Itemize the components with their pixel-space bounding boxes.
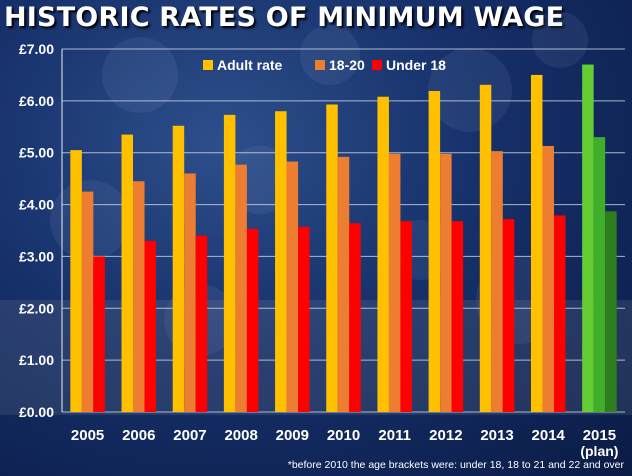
bar-adult-rate — [223, 114, 236, 412]
x-tick-label: 2011 — [378, 427, 411, 444]
y-tick-label: £7.00 — [19, 41, 54, 57]
bar-under-18 — [144, 240, 157, 412]
footnote: *before 2010 the age brackets were: unde… — [287, 459, 624, 471]
legend-swatch — [372, 60, 382, 70]
y-tick-label: £4.00 — [19, 197, 54, 213]
background-coin — [532, 12, 588, 68]
y-tick-label: £5.00 — [19, 145, 54, 161]
bar-18-20 — [388, 153, 401, 412]
bar-adult-rate — [377, 96, 389, 413]
x-tick-label: 2015 — [583, 427, 616, 444]
bar-18-20 — [593, 137, 606, 412]
bar-18-20 — [491, 151, 503, 412]
bar-under-18 — [246, 228, 259, 412]
bar-adult-rate — [326, 104, 338, 412]
x-tick-label: 2008 — [224, 427, 257, 444]
bar-18-20 — [235, 164, 247, 412]
bar-under-18 — [451, 221, 464, 412]
bar-under-18 — [93, 256, 105, 412]
x-tick-label: 2012 — [429, 427, 462, 444]
bar-under-18 — [400, 221, 412, 412]
y-tick-label: £2.00 — [19, 300, 54, 316]
bar-adult-rate — [70, 150, 82, 412]
bar-18-20 — [542, 145, 554, 413]
bar-adult-rate — [479, 84, 492, 412]
chart-title: HISTORIC RATES OF MINIMUM WAGE — [4, 2, 565, 33]
y-tick-label: £1.00 — [19, 352, 54, 368]
bar-18-20 — [440, 153, 452, 412]
bar-adult-rate — [275, 111, 287, 412]
x-tick-label: 2010 — [327, 427, 360, 444]
legend-label: Under 18 — [386, 57, 446, 73]
bar-adult-rate — [172, 125, 185, 413]
bar-under-18 — [195, 235, 208, 412]
bar-adult-rate — [121, 134, 134, 413]
legend-label: 18-20 — [329, 57, 365, 73]
legend-swatch — [315, 60, 325, 70]
background-coin — [300, 25, 360, 85]
bar-18-20 — [133, 181, 145, 412]
bar-adult-rate — [530, 74, 543, 412]
bar-under-18 — [502, 219, 515, 412]
bar-adult-rate — [428, 91, 441, 413]
y-tick-label: £3.00 — [19, 248, 54, 264]
legend-swatch — [203, 60, 213, 70]
bar-under-18 — [553, 215, 566, 412]
x-tick-label: 2005 — [71, 427, 104, 444]
x-tick-label: 2009 — [276, 427, 309, 444]
bar-under-18 — [298, 226, 310, 412]
legend-label: Adult rate — [217, 57, 283, 73]
bar-18-20 — [286, 161, 299, 412]
bar-adult-rate — [582, 64, 594, 413]
background-coin — [102, 37, 178, 113]
bar-18-20 — [81, 191, 94, 412]
background-coin-pile — [0, 300, 632, 415]
y-tick-label: £6.00 — [19, 93, 54, 109]
x-tick-sublabel: (plan) — [580, 443, 618, 459]
bar-18-20 — [337, 156, 350, 412]
bar-under-18 — [605, 211, 617, 412]
bar-18-20 — [184, 173, 196, 412]
bar-under-18 — [349, 223, 361, 412]
x-tick-label: 2013 — [480, 427, 513, 444]
y-tick-label: £0.00 — [19, 404, 54, 420]
x-tick-label: 2014 — [532, 427, 566, 444]
x-tick-label: 2007 — [173, 427, 206, 444]
x-tick-label: 2006 — [122, 427, 155, 444]
